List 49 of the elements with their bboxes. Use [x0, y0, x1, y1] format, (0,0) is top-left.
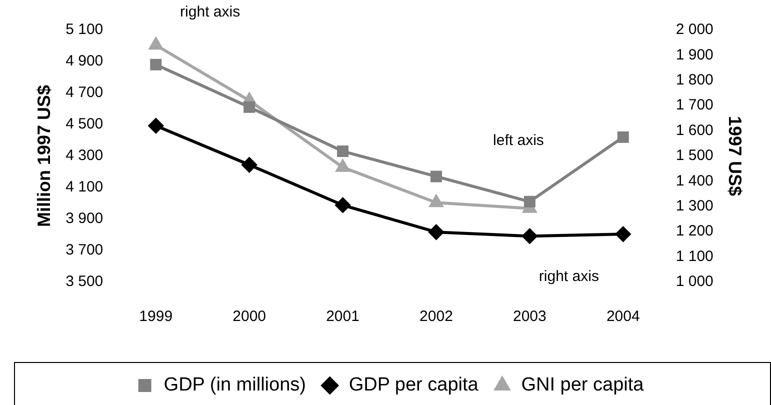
y-tick-label: 3 500 [66, 273, 104, 290]
point [149, 38, 163, 50]
legend-label: GDP (in millions) [164, 374, 306, 396]
annotation: left axis [493, 132, 544, 150]
y2-tick-label: 1 900 [676, 46, 714, 64]
y2-tick-label: 1 000 [676, 273, 714, 290]
y-tick-label: 4 900 [66, 52, 104, 70]
point [430, 195, 443, 208]
y-tick-label: 4 700 [66, 84, 104, 102]
y2-tick-label: 1 300 [676, 198, 714, 215]
point [244, 101, 256, 113]
x-tick-label: 1999 [139, 308, 173, 326]
y2-tick-label: 1 100 [676, 248, 714, 265]
y-axis-title: Million 1997 US$ [34, 84, 54, 228]
point [616, 226, 631, 242]
y2-tick-label: 1 200 [676, 222, 714, 240]
y2-tick-label: 1 600 [676, 122, 714, 139]
point [336, 160, 350, 172]
point [150, 58, 162, 70]
x-tick-label: 2001 [326, 308, 360, 326]
point [337, 146, 349, 158]
point [335, 198, 350, 213]
y-tick-label: 3 700 [66, 242, 104, 259]
x-tick-label: 2002 [420, 308, 453, 326]
point [617, 131, 629, 143]
y2-tick-label: 1 800 [676, 72, 714, 89]
y-tick-label: 5 100 [66, 21, 104, 38]
annotation: right axis [538, 268, 599, 286]
legend-label: GDP per capita [348, 374, 479, 396]
x-tick-label: 2000 [232, 308, 266, 326]
point [428, 224, 444, 240]
y-tick-label: 4 300 [66, 147, 104, 164]
y2-tick-label: 1 700 [676, 96, 714, 114]
y-tick-label: 4 500 [66, 116, 104, 133]
x-tick-label: 2003 [512, 308, 546, 326]
y2-axis-title: 1997 US$ [725, 116, 746, 196]
y-tick-label: 3 900 [66, 210, 104, 228]
point [242, 157, 257, 172]
y2-tick-label: 1 500 [676, 147, 714, 164]
point [522, 228, 538, 244]
y2-tick-label: 2 000 [676, 21, 714, 38]
point [148, 118, 164, 134]
y2-tick-label: 1 400 [676, 172, 714, 190]
legend-label: GNI per capita [521, 374, 644, 396]
point [524, 196, 536, 208]
text: right axis [180, 4, 240, 20]
x-tick-label: 2004 [606, 308, 640, 326]
point [430, 170, 442, 182]
y-tick-label: 4 100 [66, 178, 104, 196]
